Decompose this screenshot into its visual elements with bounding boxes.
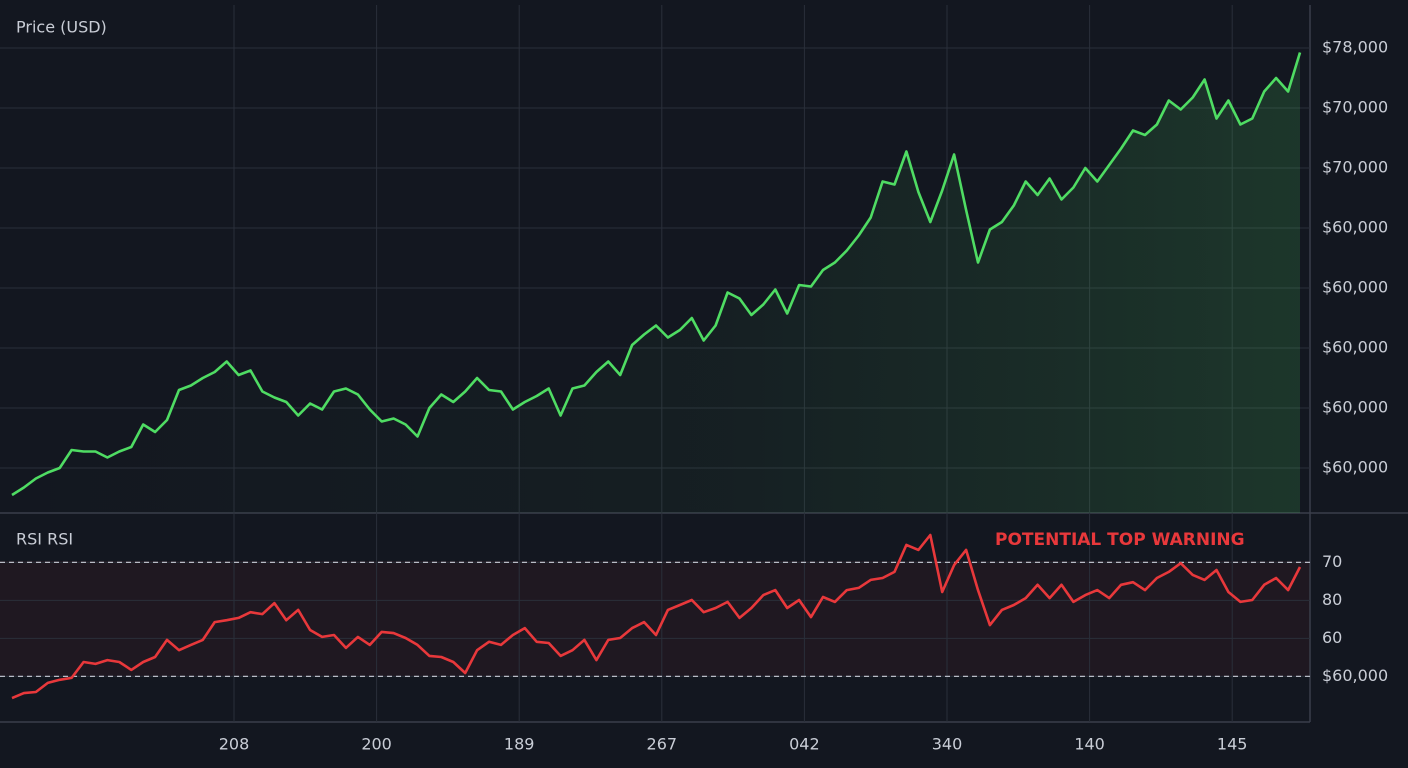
line-series	[11, 533, 1302, 700]
y-tick-label: $60,000	[1322, 338, 1388, 357]
y-tick-label: 80	[1322, 590, 1342, 609]
x-tick-label: 267	[647, 735, 678, 754]
rsi-title: RSI RSI	[16, 530, 73, 549]
annotation: POTENTIAL TOP WARNING	[995, 530, 1245, 550]
y-tick-label: 60	[1322, 628, 1342, 647]
y-tick-label: $60,000	[1322, 218, 1388, 237]
x-tick-label: 340	[932, 735, 963, 754]
y-tick-label: $60,000	[1322, 458, 1388, 477]
x-tick-label: 140	[1074, 735, 1105, 754]
x-tick-label: 189	[504, 735, 535, 754]
y-tick-label: $60,000	[1322, 398, 1388, 417]
x-tick-label: 208	[219, 735, 250, 754]
y-tick-label: $60,000	[1322, 278, 1388, 297]
y-tick-label: $70,000	[1322, 158, 1388, 177]
price-title: Price (USD)	[16, 18, 107, 37]
x-tick-label: 042	[789, 735, 820, 754]
x-tick-label: 145	[1217, 735, 1248, 754]
y-tick-label: $78,000	[1322, 38, 1388, 57]
price-area	[12, 52, 1300, 513]
x-tick-label: 200	[361, 735, 392, 754]
y-tick-label: 70	[1322, 552, 1342, 571]
rsi-band	[0, 561, 1310, 676]
line-series	[11, 52, 1302, 497]
y-tick-label: $70,000	[1322, 98, 1388, 117]
y-tick-label: $60,000	[1322, 666, 1388, 685]
